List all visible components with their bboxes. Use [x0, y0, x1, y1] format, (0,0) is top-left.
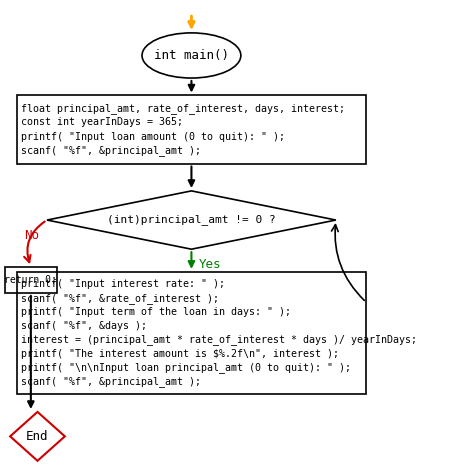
Text: printf( "Input term of the loan in days: " );: printf( "Input term of the loan in days:… [21, 307, 291, 317]
Text: const int yearInDays = 365;: const int yearInDays = 365; [21, 117, 183, 127]
Text: Yes: Yes [199, 258, 221, 271]
Text: printf( "Input interest rate: " );: printf( "Input interest rate: " ); [21, 280, 225, 289]
Text: printf( "The interest amount is $%.2f\n", interest );: printf( "The interest amount is $%.2f\n"… [21, 349, 339, 359]
Text: (int)principal_amt != 0 ?: (int)principal_amt != 0 ? [107, 215, 276, 226]
Text: int main(): int main() [154, 49, 229, 62]
Text: scanf( "%f", &days );: scanf( "%f", &days ); [21, 321, 147, 331]
Text: printf( "Input loan amount (0 to quit): " );: printf( "Input loan amount (0 to quit): … [21, 131, 285, 141]
Text: printf( "\n\nInput loan principal_amt (0 to quit): " );: printf( "\n\nInput loan principal_amt (0… [21, 362, 351, 373]
Text: float principal_amt, rate_of_interest, days, interest;: float principal_amt, rate_of_interest, d… [21, 103, 345, 114]
Text: scanf( "%f", &principal_amt );: scanf( "%f", &principal_amt ); [21, 376, 201, 387]
Text: End: End [26, 430, 49, 443]
Text: scanf( "%f", &principal_amt );: scanf( "%f", &principal_amt ); [21, 145, 201, 156]
Text: interest = (principal_amt * rate_of_interest * days )/ yearInDays;: interest = (principal_amt * rate_of_inte… [21, 334, 417, 345]
Text: No: No [24, 229, 40, 242]
Text: scanf( "%f", &rate_of_interest );: scanf( "%f", &rate_of_interest ); [21, 293, 219, 304]
Text: return 0;: return 0; [4, 275, 57, 285]
